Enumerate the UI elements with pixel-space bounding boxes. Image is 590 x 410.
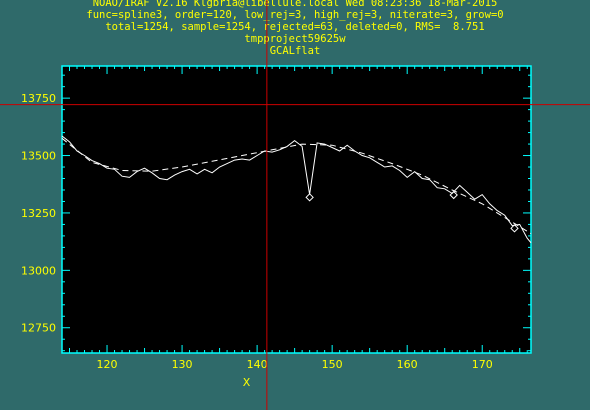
x-tick-label: 150 bbox=[322, 358, 343, 371]
y-tick-label: 12750 bbox=[21, 322, 56, 335]
y-tick-label: 13250 bbox=[21, 207, 56, 220]
y-tick-label: 13500 bbox=[21, 150, 56, 163]
x-tick-label: 140 bbox=[247, 358, 268, 371]
header-fit-params: func=spline3, order=120, low_rej=3, high… bbox=[86, 9, 504, 21]
data-line bbox=[61, 135, 532, 244]
x-tick-label: 160 bbox=[397, 358, 418, 371]
rejected-point-marker bbox=[449, 190, 458, 200]
header-image-name: tmpproject59625w bbox=[244, 33, 346, 45]
x-axis-label: X bbox=[243, 376, 251, 389]
x-tick-label: 130 bbox=[172, 358, 193, 371]
header-fit-stats: total=1254, sample=1254, rejected=63, de… bbox=[105, 21, 485, 33]
y-tick-label: 13750 bbox=[21, 92, 56, 105]
rejected-point-marker bbox=[305, 193, 314, 202]
rejected-point-marker bbox=[510, 224, 519, 233]
x-tick-label: 170 bbox=[472, 358, 493, 371]
fit-curve-line bbox=[61, 137, 532, 235]
header-image-title: GCALflat bbox=[269, 45, 321, 57]
x-tick-label: 120 bbox=[97, 358, 118, 371]
plot-frame bbox=[61, 65, 532, 354]
y-tick-label: 13000 bbox=[21, 264, 56, 277]
